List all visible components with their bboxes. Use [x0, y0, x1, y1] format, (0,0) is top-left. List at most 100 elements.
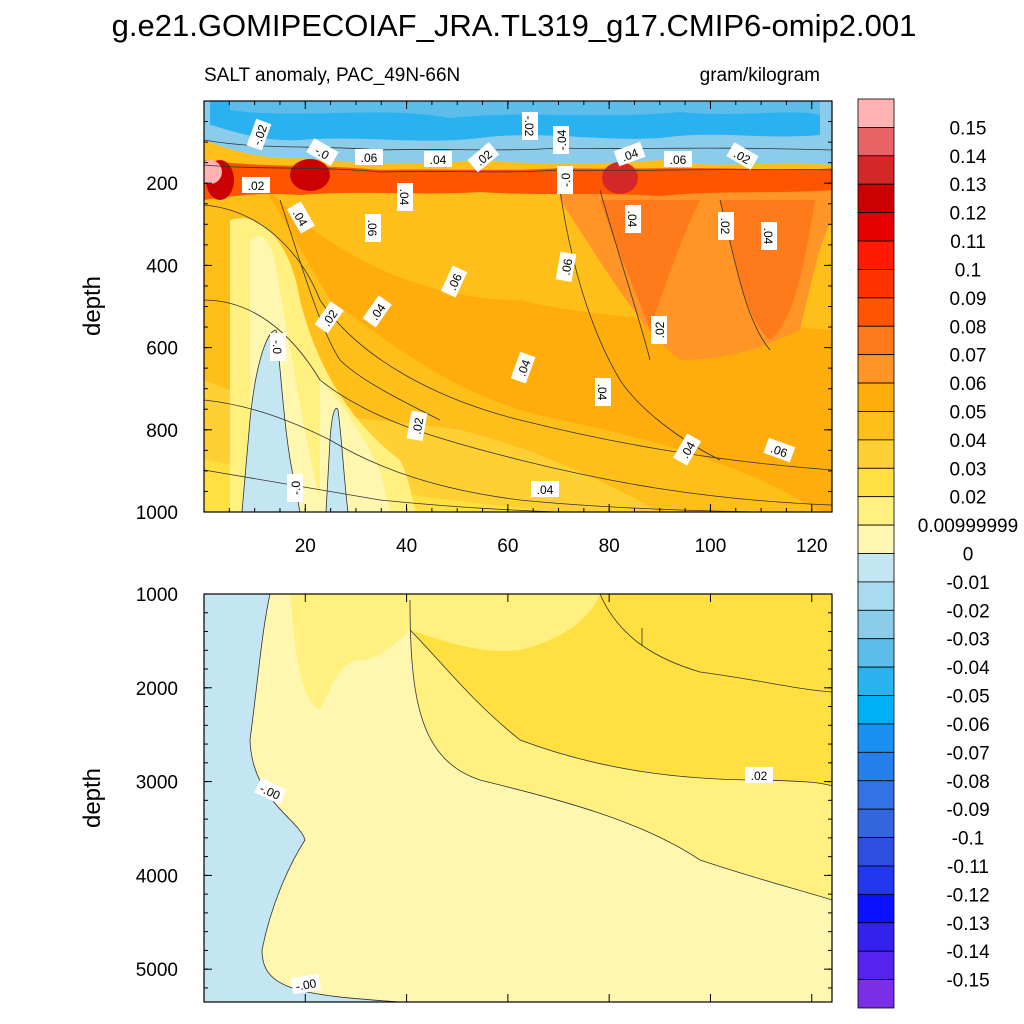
contour-label: -.0 [306, 138, 339, 167]
colorbar-label: 0.12 [950, 204, 987, 225]
contour-label: .04 [531, 481, 559, 497]
contour-label-box [424, 151, 452, 167]
colorbar-swatch [857, 240, 895, 270]
colorbar-label: 0.08 [950, 317, 987, 338]
colorbar-label: -0.01 [946, 573, 989, 594]
contour-label: .04 [424, 151, 452, 167]
colorbar-label: 0.1 [955, 260, 981, 281]
contour-label-box [745, 767, 773, 783]
colorbar-label: 0.13 [950, 175, 987, 196]
bottom-plot-frame [203, 593, 833, 1003]
bottom-negative [204, 594, 400, 1002]
contour-label-text: .06 [365, 220, 379, 237]
top-ticks: 20 40 60 80 100 120 200 400 600 800 1000 [136, 101, 832, 557]
contour-label: .04 [397, 183, 413, 211]
contour-label: .06 [355, 149, 383, 165]
contour-label-text: .04 [537, 483, 554, 497]
contour-label: .02 [718, 212, 734, 240]
top-x-tick-label: 80 [599, 536, 620, 557]
contour-label-box [553, 126, 569, 154]
contour-label-text: .04 [595, 384, 609, 401]
contour-label-text: .06 [361, 151, 378, 165]
contour-label-box [287, 474, 303, 502]
colorbar-swatch [857, 439, 895, 469]
colorbar-swatch [857, 98, 895, 128]
contour-label-box [595, 378, 611, 406]
contour-label-box [314, 301, 344, 334]
contour-label-box [270, 333, 286, 361]
contour-label-text: -.00 [295, 976, 318, 993]
colorbar-label: 0.04 [950, 431, 987, 452]
colorbar-swatch [857, 723, 895, 753]
bottom-y-tick-label: 1000 [136, 585, 178, 606]
colorbar-swatch [857, 609, 895, 640]
contour-label-box [555, 251, 577, 283]
colorbar: 0.15 0.14 0.13 0.12 0.11 0.1 0.09 0.08 0.07 0.06 0… [857, 98, 1018, 1009]
colorbar-label: -0.04 [946, 658, 990, 679]
colorbar-swatch [857, 553, 895, 583]
contour-label: -.0 [557, 166, 573, 194]
contour-label: .06 [440, 265, 468, 298]
contour-label-text: .02 [718, 218, 732, 235]
colorbar-swatch [857, 354, 895, 384]
contour-label-box [763, 437, 796, 463]
bottom-ticks: 1000 2000 3000 4000 5000 [136, 585, 832, 1002]
colorbar-swatch [857, 638, 895, 668]
bottom-band-yellow [290, 594, 620, 710]
colorbar-labels: 0.15 0.14 0.13 0.12 0.11 0.1 0.09 0.08 0.07 0.06 0… [918, 118, 1018, 991]
colorbar-swatch [857, 212, 895, 242]
contour-label-box [718, 212, 734, 240]
contour-label: -.0 [287, 474, 303, 502]
contour-label: -.0 [270, 333, 286, 361]
top-contours [204, 139, 832, 512]
contour-label-box [522, 112, 538, 140]
contour-label-box [286, 201, 315, 234]
colorbar-label: 0.05 [950, 402, 987, 423]
colorbar-label: 0 [963, 545, 974, 566]
bottom-contour-labels: -.00.02-.00 [254, 767, 773, 995]
top-x-tick-label: 120 [796, 536, 828, 557]
contour-label-box [306, 138, 339, 167]
colorbar-swatch [857, 297, 895, 327]
top-field [204, 101, 832, 512]
contour-label-box [440, 265, 468, 298]
colorbar-swatch [857, 325, 895, 356]
contour-label-box [761, 222, 777, 250]
contour-label: .02 [406, 410, 428, 442]
contour-label-box [290, 973, 322, 995]
contour-label-text: -.04 [555, 129, 569, 150]
contour-label-text: -.0 [270, 340, 284, 354]
colorbar-swatch [857, 382, 895, 412]
top-y-tick-label: 400 [146, 256, 178, 277]
figure-title: g.e21.GOMIPECOIAF_JRA.TL319_g17.CMIP6-om… [112, 8, 917, 43]
colorbar-label: 0.15 [950, 118, 987, 139]
bottom-y-tick-label: 3000 [136, 773, 178, 794]
top-hotspot-max [204, 160, 222, 184]
contour-label: .04 [625, 205, 641, 233]
contour-label-text: -.02 [522, 116, 536, 137]
colorbar-label: -0.06 [946, 715, 989, 736]
top-panel: SALT anomaly, PAC_49N-66N gram/kilogram [79, 65, 833, 557]
contour-label-box [613, 141, 646, 167]
contour-label-box [510, 351, 536, 384]
contour-label-box [726, 142, 759, 171]
colorbar-swatch [857, 581, 895, 611]
top-subtitle-right: gram/kilogram [700, 65, 820, 86]
bottom-y-tick-label: 5000 [136, 960, 178, 981]
colorbar-label: -0.09 [946, 800, 989, 821]
top-hotspot-1 [290, 159, 330, 191]
contour-label-text: -.0 [312, 143, 331, 162]
colorbar-swatch [857, 865, 895, 895]
bottom-y-tick-label: 2000 [136, 679, 178, 700]
colorbar-label: -0.07 [946, 743, 989, 764]
contour-label-box [625, 205, 641, 233]
contour-label: -.02 [246, 118, 272, 151]
colorbar-label: -0.15 [946, 971, 989, 992]
top-contour-labels: .02 .04 .06 .02 .04 .06 .04 .02 .04 .06 .04 .02 .04.… [242, 112, 796, 502]
colorbar-label: -0.11 [947, 857, 989, 878]
colorbar-label: -0.03 [946, 630, 989, 651]
contour-label: -.04 [553, 126, 569, 154]
colorbar-swatch [857, 893, 895, 924]
contour-label: .04 [510, 351, 536, 384]
contour-label: -.00 [290, 973, 322, 995]
